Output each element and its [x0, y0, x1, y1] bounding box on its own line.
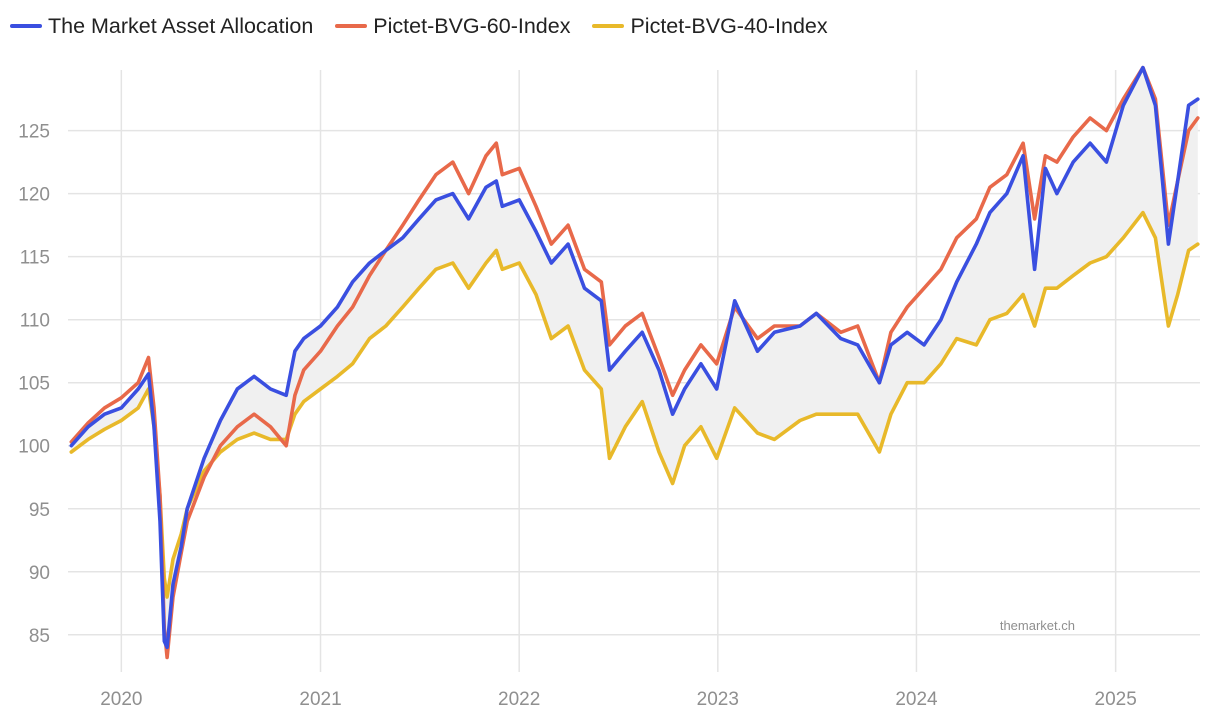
legend-label: Pictet-BVG-60-Index: [373, 13, 571, 38]
x-tick-label: 2020: [100, 689, 142, 710]
y-tick-label: 105: [18, 374, 50, 395]
y-tick-label: 90: [29, 563, 50, 584]
legend-item-bvg-60[interactable]: Pictet-BVG-60-Index: [335, 14, 570, 39]
y-tick-label: 110: [20, 311, 50, 332]
legend-label: The Market Asset Allocation: [48, 13, 314, 38]
legend-swatch-bvg-40: [592, 24, 625, 28]
x-tick-label: 2024: [895, 689, 938, 710]
y-tick-label: 120: [18, 185, 50, 206]
y-tick-label: 100: [18, 437, 50, 458]
legend-item-bvg-40[interactable]: Pictet-BVG-40-Index: [592, 13, 828, 39]
series-line-bvg-60: [69, 65, 1200, 660]
y-tick-label: 115: [20, 248, 50, 269]
legend: The Market Asset Allocation Pictet-BVG-6…: [10, 12, 828, 40]
y-tick-label: 125: [18, 122, 50, 143]
range-band: [71, 67, 1198, 648]
series-line-market-asset-allocation: [69, 65, 1200, 650]
legend-item-market-asset-allocation[interactable]: The Market Asset Allocation: [10, 14, 313, 39]
y-tick-label: 95: [29, 500, 50, 521]
series-line-bvg-40: [69, 210, 1200, 599]
series-lines: [69, 65, 1200, 660]
y-tick-label: 85: [29, 626, 50, 647]
shaded-band: [71, 67, 1198, 648]
legend-swatch-bvg-60: [335, 24, 368, 28]
x-tick-label: 2021: [299, 689, 341, 710]
x-tick-label: 2022: [498, 689, 540, 710]
tick-labels: 2020 2021 2022 2023 2024 2025 85 90 95 100 105 110 1…: [18, 122, 1136, 710]
watermark-text: themarket.ch: [1000, 618, 1075, 633]
legend-label: Pictet-BVG-40-Index: [630, 13, 828, 38]
legend-swatch-market-asset-allocation: [10, 24, 42, 28]
x-tick-label: 2025: [1095, 689, 1137, 710]
x-tick-label: 2023: [697, 689, 739, 710]
